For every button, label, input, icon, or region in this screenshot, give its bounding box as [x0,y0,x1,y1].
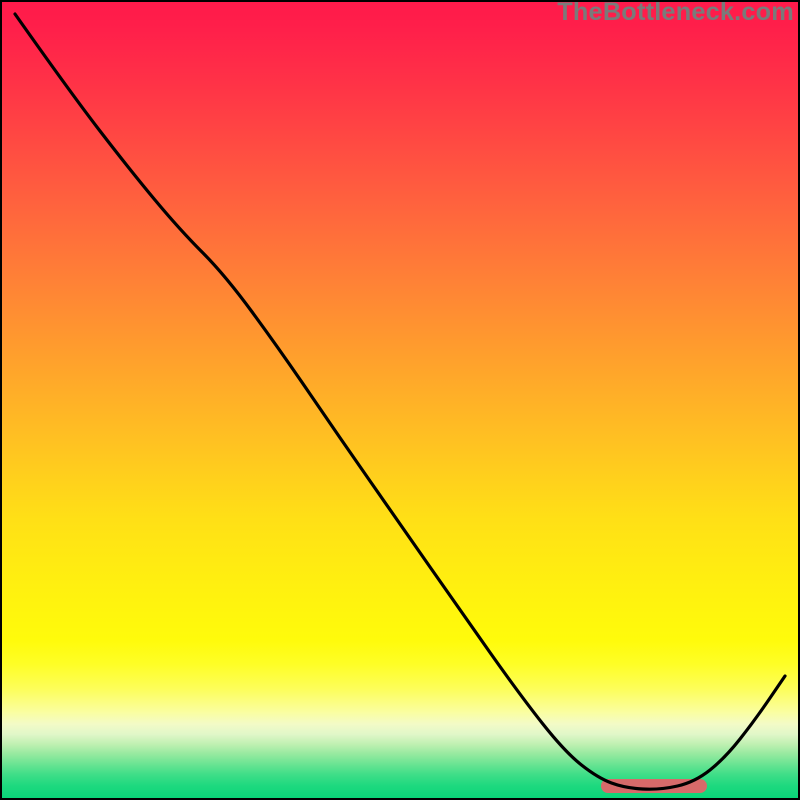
bottleneck-chart: TheBottleneck.com [0,0,800,800]
watermark-text: TheBottleneck.com [557,0,794,27]
chart-gradient-background [0,0,800,800]
